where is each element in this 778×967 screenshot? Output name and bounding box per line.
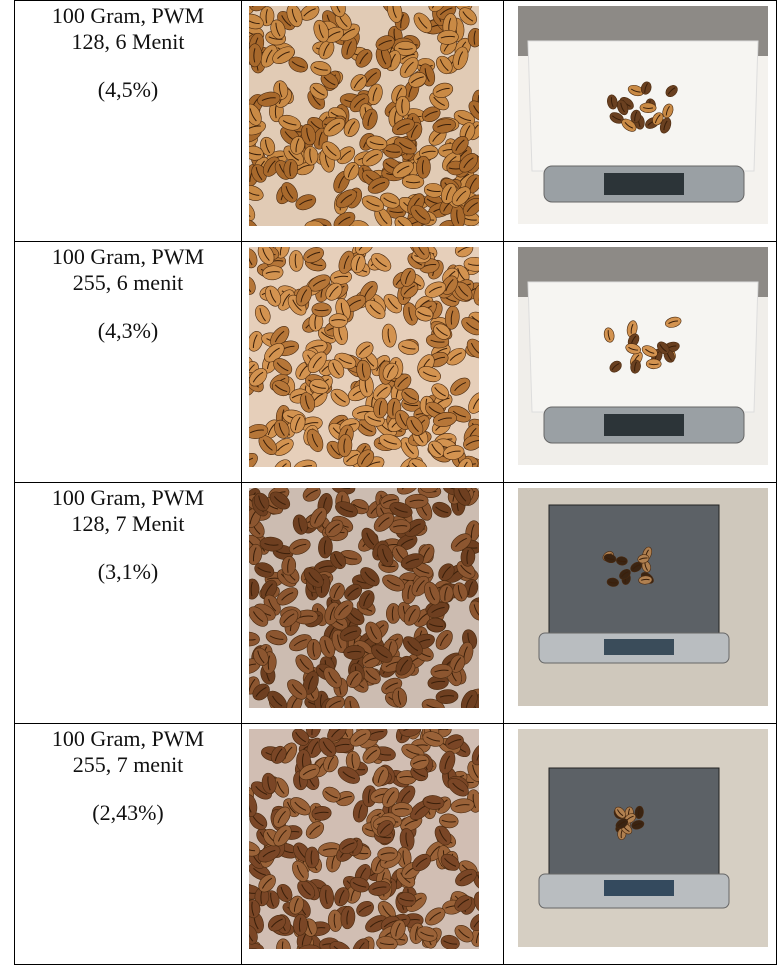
moisture-percentage: (2,43%) xyxy=(15,800,241,826)
coffee-bean xyxy=(646,359,661,369)
bean-photo xyxy=(242,242,503,480)
coffee-bean xyxy=(242,943,264,958)
sample-label: 100 Gram, PWM xyxy=(15,242,241,270)
bean-body xyxy=(391,802,412,816)
bean-photo-cell xyxy=(242,1,504,242)
bean-pile xyxy=(242,483,493,721)
bean-body xyxy=(646,359,661,369)
bean-pile xyxy=(242,724,492,962)
scale-display xyxy=(604,414,684,436)
bean-pile xyxy=(242,1,491,239)
moisture-percentage: (4,5%) xyxy=(15,77,241,103)
bean-crease xyxy=(243,790,250,803)
bean-crease xyxy=(243,886,250,899)
bean-body xyxy=(242,943,264,958)
results-table: 100 Gram, PWM128, 6 Menit(4,5%)100 Gram,… xyxy=(14,0,777,965)
sample-label: 128, 7 Menit xyxy=(15,511,241,537)
bean-pile xyxy=(242,242,495,480)
sample-label: 255, 6 menit xyxy=(15,270,241,296)
bean-photo-cell xyxy=(242,724,504,965)
bean-crease xyxy=(242,374,249,387)
bean-photo xyxy=(242,724,503,962)
sample-label: 100 Gram, PWM xyxy=(15,483,241,511)
coffee-bean xyxy=(245,579,260,600)
bean-crease xyxy=(245,949,259,951)
bean-photo-cell xyxy=(242,483,504,724)
bean-body xyxy=(640,103,657,113)
coffee-bean xyxy=(289,250,304,271)
scale-photo xyxy=(504,1,776,239)
coffee-bean xyxy=(305,847,319,868)
table-row: 100 Gram, PWM128, 6 Menit (4,5%) xyxy=(15,1,777,242)
table-row: 100 Gram, PWM255, 7 menit (2,43%) xyxy=(15,724,777,965)
bean-crease xyxy=(352,226,366,230)
page: 100 Gram, PWM128, 6 Menit(4,5%)100 Gram,… xyxy=(0,0,778,967)
label-cell: 100 Gram, PWM255, 7 menit (2,43%) xyxy=(15,724,242,965)
sample-label: 128, 6 Menit xyxy=(15,29,241,55)
scale-display xyxy=(604,639,674,655)
sample-label: 255, 7 menit xyxy=(15,752,241,778)
scale-photo-cell xyxy=(504,724,777,965)
coffee-bean xyxy=(391,802,412,816)
coffee-bean xyxy=(248,44,262,67)
bean-crease xyxy=(252,1,265,7)
bean-body xyxy=(416,156,431,179)
scale-photo xyxy=(504,242,776,480)
bean-body xyxy=(289,250,304,271)
coffee-bean xyxy=(416,156,431,179)
bean-crease xyxy=(302,950,316,953)
scale-photo-cell xyxy=(504,1,777,242)
coffee-bean xyxy=(329,314,348,328)
bean-crease xyxy=(244,1,249,11)
sample-label: 100 Gram, PWM xyxy=(15,724,241,752)
table-body: 100 Gram, PWM128, 6 Menit(4,5%)100 Gram,… xyxy=(15,1,777,965)
scale-photo-cell xyxy=(504,242,777,483)
label-cell: 100 Gram, PWM255, 6 menit (4,3%) xyxy=(15,242,242,483)
coffee-bean xyxy=(312,303,332,317)
sample-label: 100 Gram, PWM xyxy=(15,1,241,29)
table-row: 100 Gram, PWM128, 7 Menit (3,1%) xyxy=(15,483,777,724)
table-row: 100 Gram, PWM255, 6 menit (4,3%) xyxy=(15,242,777,483)
bean-crease xyxy=(478,896,483,910)
bean-crease xyxy=(246,360,247,374)
moisture-percentage: (4,3%) xyxy=(15,318,241,344)
bean-crease xyxy=(422,484,436,486)
scale-display xyxy=(604,880,674,896)
bean-body xyxy=(248,44,262,67)
scale-photo-cell xyxy=(504,483,777,724)
scale-photo xyxy=(504,724,776,962)
bean-body xyxy=(245,579,260,600)
coffee-bean xyxy=(396,96,410,116)
scale-display xyxy=(604,173,684,195)
moisture-percentage: (3,1%) xyxy=(15,559,241,585)
bean-photo-cell xyxy=(242,242,504,483)
label-cell: 100 Gram, PWM128, 7 Menit (3,1%) xyxy=(15,483,242,724)
bean-crease xyxy=(308,227,322,230)
bean-body xyxy=(305,847,319,868)
bean-photo xyxy=(242,483,503,721)
coffee-bean xyxy=(640,103,657,113)
bean-photo xyxy=(242,1,503,239)
scale-photo xyxy=(504,483,776,721)
